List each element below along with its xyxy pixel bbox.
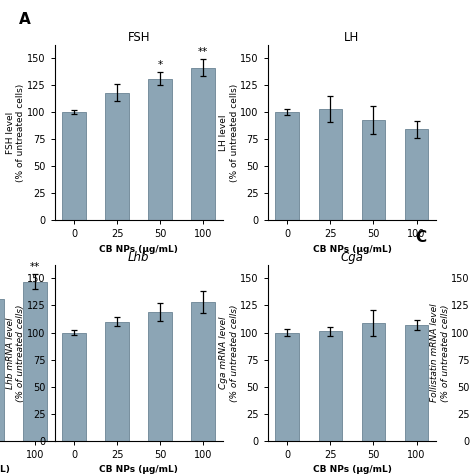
X-axis label: CB NPs (μg/mL): CB NPs (μg/mL) <box>312 465 392 474</box>
Bar <box>0 299 4 441</box>
Bar <box>191 302 215 441</box>
Bar <box>405 129 428 220</box>
X-axis label: CB NPs (μg/mL): CB NPs (μg/mL) <box>99 245 178 254</box>
X-axis label: CB NPs (μg/mL): CB NPs (μg/mL) <box>312 245 392 254</box>
Text: **: ** <box>30 262 40 272</box>
Y-axis label: Follistatin mRNA level
(% of untreated cells): Follistatin mRNA level (% of untreated c… <box>430 304 450 402</box>
Bar <box>405 325 428 441</box>
Bar <box>275 112 299 220</box>
Bar <box>148 79 172 220</box>
Title: LH: LH <box>344 31 360 44</box>
Bar <box>362 323 385 441</box>
Bar <box>148 312 172 441</box>
Y-axis label: Cga mRNA level
(% of untreated cells): Cga mRNA level (% of untreated cells) <box>219 304 239 402</box>
X-axis label: CB NPs (μg/mL): CB NPs (μg/mL) <box>0 465 10 474</box>
Bar <box>319 109 342 220</box>
Title: Cga: Cga <box>340 251 364 264</box>
Y-axis label: FSH level
(% of untreated cells): FSH level (% of untreated cells) <box>6 83 26 182</box>
Bar <box>105 92 129 220</box>
X-axis label: CB NPs (μg/mL): CB NPs (μg/mL) <box>99 465 178 474</box>
Y-axis label: LH level
(% of untreated cells): LH level (% of untreated cells) <box>219 83 239 182</box>
Bar <box>105 322 129 441</box>
Title: Lhb: Lhb <box>128 251 149 264</box>
Y-axis label: Lhb mRNA level
(% of untreated cells): Lhb mRNA level (% of untreated cells) <box>6 304 26 402</box>
Bar <box>319 331 342 441</box>
Title: FSH: FSH <box>128 31 150 44</box>
Text: C: C <box>415 230 426 245</box>
Bar <box>362 120 385 220</box>
Bar <box>275 333 299 441</box>
Bar <box>62 112 86 220</box>
Bar <box>23 282 47 441</box>
Bar <box>191 68 215 220</box>
Text: *: * <box>158 60 163 70</box>
Bar <box>62 333 86 441</box>
Text: **: ** <box>198 47 209 57</box>
Text: A: A <box>19 12 31 27</box>
